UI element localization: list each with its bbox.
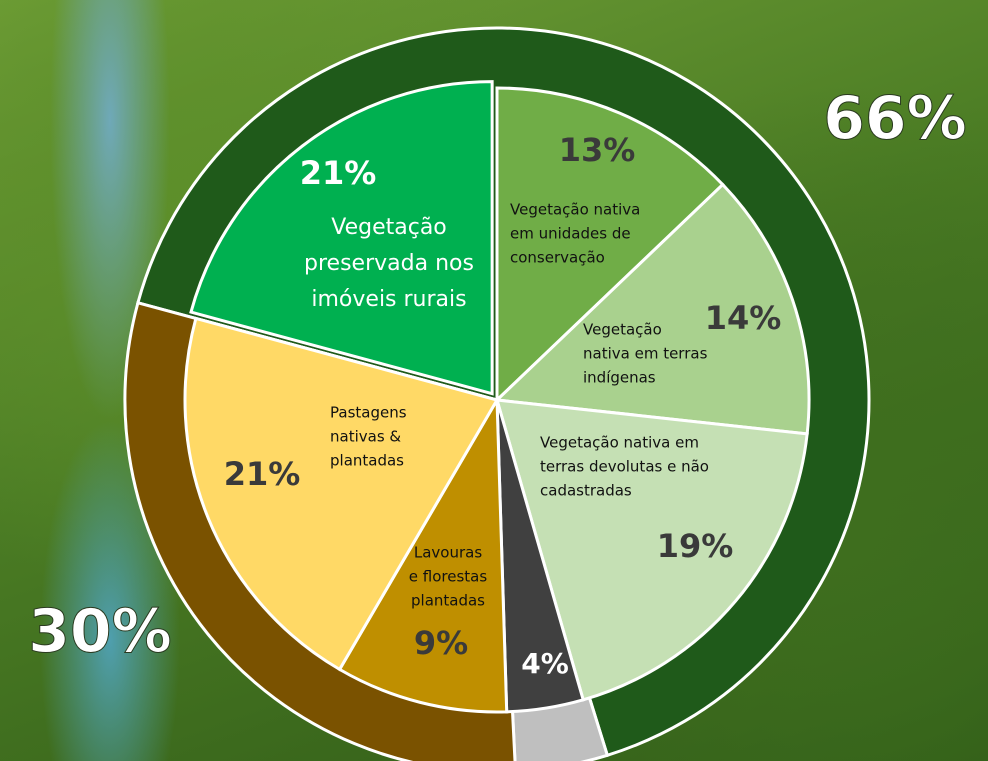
pie-slice: [495, 86, 725, 404]
slice-value-label: 9%: [414, 624, 468, 662]
pie-slice: [493, 182, 811, 436]
slice-label: imóveis rurais: [311, 287, 466, 312]
slice-label: Vegetação: [583, 321, 662, 339]
slice-label: Vegetação nativa: [510, 201, 640, 219]
slice-value-label: 13%: [559, 131, 636, 169]
ring-value-label: 66%: [823, 84, 967, 154]
pie-slice: [189, 80, 494, 396]
ring-value-label: 30%: [28, 597, 172, 667]
pie-slice: [337, 394, 509, 714]
slice-label: nativas &: [330, 428, 401, 446]
slice-label: plantadas: [411, 592, 485, 610]
slice-label: cadastradas: [540, 482, 632, 500]
slice-label: preservada nos: [304, 251, 474, 276]
slice-value-label: 21%: [300, 154, 377, 192]
slice-value-label: 19%: [657, 527, 734, 565]
slice-label: conservação: [510, 249, 605, 267]
pie-slice: [183, 316, 500, 672]
slice-label: e florestas: [409, 568, 488, 586]
slice-label: Pastagens: [330, 404, 407, 422]
slice-label: Lavouras: [414, 544, 482, 562]
slice-label: nativa em terras: [583, 345, 708, 363]
slice-label: em unidades de: [510, 225, 631, 243]
slice-value-label: 21%: [224, 455, 301, 493]
slice-label: Vegetação: [331, 215, 447, 240]
slice-value-label: 4%: [521, 647, 569, 680]
slice-label: Vegetação nativa em: [540, 434, 699, 452]
slice-value-label: 14%: [705, 299, 782, 337]
slice-label: terras devolutas e não: [540, 458, 709, 476]
slice-label: plantadas: [330, 452, 404, 470]
pie-slice: [494, 398, 809, 702]
slice-label: indígenas: [583, 369, 656, 387]
